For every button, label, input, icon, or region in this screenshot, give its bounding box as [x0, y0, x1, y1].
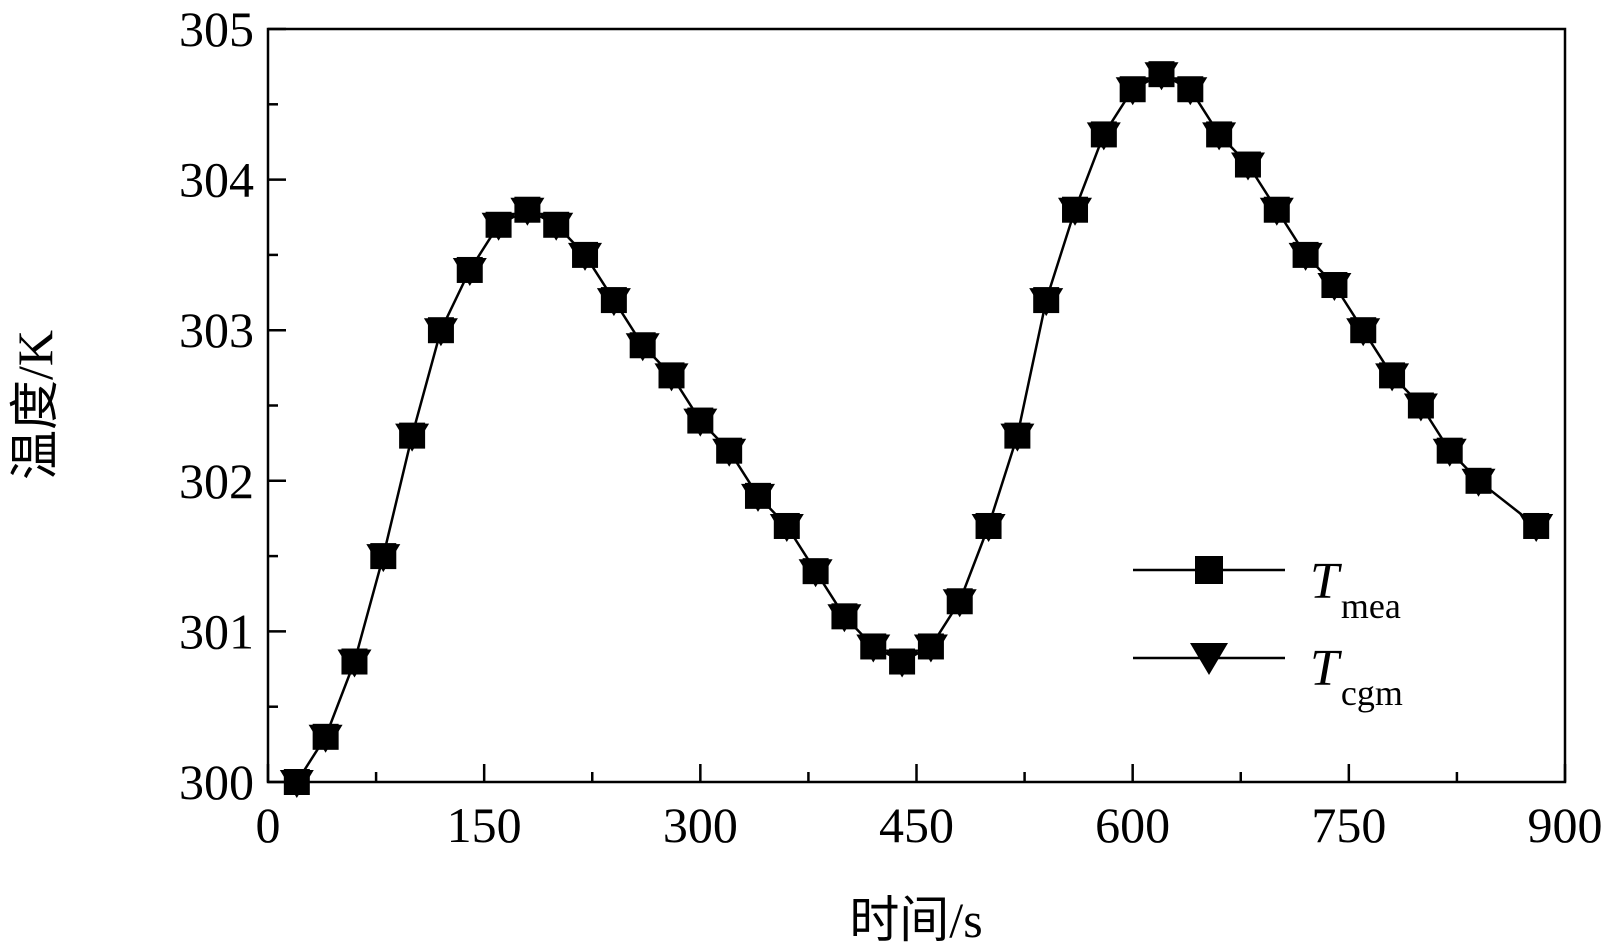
- legend-cgm-sub: cgm: [1341, 673, 1403, 713]
- data-point-triangle: [654, 363, 689, 392]
- x-axis-title: 时间/s: [849, 892, 982, 946]
- data-point-triangle: [395, 423, 430, 452]
- data-point-triangle: [1317, 273, 1352, 301]
- legend-label-mea: Tmea: [1310, 553, 1401, 626]
- legend: Tmea Tcgm: [1133, 553, 1403, 713]
- data-point-triangle: [308, 724, 343, 753]
- data-point-triangle: [510, 197, 545, 226]
- series-layer: [279, 61, 1554, 798]
- data-point-triangle: [712, 438, 747, 467]
- y-tick-label: 304: [179, 152, 254, 208]
- data-point-triangle: [798, 559, 833, 588]
- y-tick-label: 302: [179, 453, 254, 509]
- data-point-triangle: [279, 770, 314, 798]
- data-point-triangle: [856, 634, 891, 663]
- data-point-triangle: [1115, 77, 1150, 106]
- data-point-triangle: [1519, 514, 1554, 542]
- data-point-triangle: [366, 544, 401, 573]
- x-tick-label: 600: [1095, 797, 1170, 853]
- x-tick-label: 900: [1528, 797, 1603, 853]
- x-tick-label: 450: [879, 797, 954, 853]
- data-point-triangle: [452, 258, 487, 286]
- plot-frame: [266, 27, 1567, 784]
- x-tick-label: 150: [447, 797, 522, 853]
- legend-marker-triangle: [1190, 643, 1228, 675]
- data-point-triangle: [1403, 393, 1438, 422]
- data-point-triangle: [568, 242, 602, 271]
- x-axis-ticks: 0 150 300 450 600 750 900: [256, 764, 1603, 853]
- data-point-triangle: [741, 483, 775, 512]
- data-point-triangle: [1144, 62, 1179, 91]
- data-point-triangle: [1058, 197, 1092, 226]
- data-point-triangle: [769, 514, 804, 542]
- data-point-triangle: [971, 514, 1006, 542]
- data-point-triangle: [1461, 468, 1496, 497]
- data-point-triangle: [942, 589, 977, 618]
- x-tick-label: 300: [663, 797, 738, 853]
- legend-mea-sub: mea: [1341, 586, 1401, 626]
- data-point-triangle: [481, 212, 516, 241]
- data-point-triangle: [337, 649, 372, 678]
- data-point-triangle: [1029, 288, 1064, 317]
- data-point-triangle: [539, 212, 574, 241]
- legend-cgm-main: T: [1310, 640, 1342, 697]
- y-axis-title: 温度/K: [7, 330, 63, 480]
- data-point-triangle: [913, 634, 948, 663]
- data-point-triangle: [1375, 363, 1410, 392]
- data-point-triangle: [625, 333, 660, 362]
- y-axis-ticks: 300 301 302 303 304 305: [179, 1, 286, 810]
- data-point-triangle: [596, 288, 631, 317]
- data-point-triangle: [1231, 152, 1265, 181]
- x-tick-label: 0: [256, 797, 281, 853]
- legend-label-cgm: Tcgm: [1310, 640, 1403, 713]
- data-point-triangle: [1288, 242, 1323, 271]
- data-point-triangle: [1259, 197, 1294, 226]
- data-point-triangle: [827, 604, 862, 633]
- legend-marker-square: [1195, 556, 1223, 584]
- data-point-triangle: [683, 408, 718, 437]
- y-tick-label: 300: [179, 754, 254, 810]
- y-tick-label: 303: [179, 302, 254, 358]
- data-point-triangle: [1346, 318, 1381, 347]
- data-point-triangle: [1202, 122, 1237, 151]
- data-point-triangle: [1173, 77, 1208, 106]
- data-point-triangle: [885, 649, 920, 678]
- data-point-triangle: [1432, 438, 1467, 467]
- legend-mea-main: T: [1310, 553, 1342, 610]
- y-tick-label: 305: [179, 1, 254, 57]
- y-tick-label: 301: [179, 603, 254, 659]
- x-tick-label: 750: [1311, 797, 1386, 853]
- data-point-triangle: [1000, 423, 1035, 452]
- data-point-triangle: [1086, 122, 1121, 151]
- data-point-triangle: [423, 318, 458, 347]
